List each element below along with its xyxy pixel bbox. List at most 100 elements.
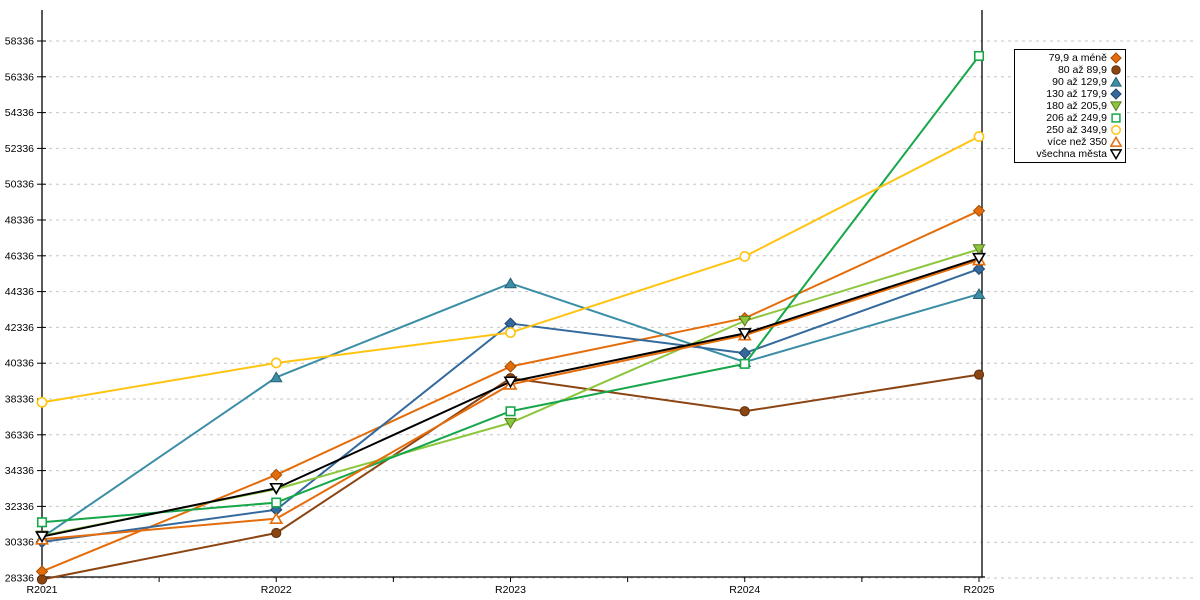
data-point-marker (973, 131, 985, 142)
y-tick-label: 58336 (5, 36, 34, 48)
data-point-marker (972, 262, 986, 276)
legend-item-3: 130 až 179,9 (1017, 88, 1122, 100)
data-point-marker (973, 50, 985, 62)
circle-icon (1111, 125, 1121, 135)
data-point-marker (1110, 136, 1122, 147)
data-point-marker (505, 406, 516, 417)
y-tick-label: 46336 (5, 250, 34, 262)
y-tick-label: 48336 (5, 215, 34, 227)
legend-item-5: 206 až 249,9 (1017, 112, 1122, 124)
series-line-1 (41, 373, 980, 581)
diamond-icon (1110, 88, 1122, 100)
data-point-marker (739, 406, 750, 417)
legend-label: 206 až 249,9 (1046, 112, 1107, 124)
legend-label: 130 až 179,9 (1046, 88, 1107, 100)
x-tick-label: R2021 (27, 584, 58, 596)
y-tick-label: 56336 (5, 71, 34, 83)
data-point-marker (1110, 52, 1122, 64)
x-tick-label: R2024 (729, 584, 760, 596)
y-tick-label: 36336 (5, 429, 34, 441)
data-point-marker (36, 396, 48, 408)
data-point-marker (504, 277, 517, 289)
square-icon (1111, 113, 1121, 123)
y-tick-label: 44336 (5, 286, 34, 298)
data-point-marker (971, 252, 987, 265)
y-tick-label: 52336 (5, 143, 34, 155)
data-point-marker (739, 358, 750, 369)
x-tick-label: R2023 (495, 584, 526, 596)
y-tick-label: 30336 (5, 537, 34, 549)
series-markers-3 (35, 262, 986, 549)
data-point-marker (36, 517, 48, 528)
legend-label: více než 350 (1047, 136, 1107, 148)
y-tick-label: 34336 (5, 465, 34, 477)
data-point-marker (34, 531, 50, 544)
data-point-marker (505, 327, 516, 338)
data-point-marker (1111, 65, 1121, 75)
triangle-down-icon (1110, 101, 1122, 112)
legend-item-4: 180 až 205,9 (1017, 100, 1122, 112)
gridlines (42, 40, 1193, 579)
y-tick-label: 28336 (5, 573, 34, 585)
data-point-marker (972, 204, 986, 218)
series-markers (34, 50, 987, 585)
legend-item-8: všechna města (1017, 148, 1122, 160)
data-point-marker (36, 574, 48, 585)
diamond-icon (1110, 52, 1122, 64)
data-point-marker (738, 346, 751, 360)
data-point-marker (271, 527, 282, 539)
data-point-marker (1111, 125, 1121, 135)
legend-item-6: 250 až 349,9 (1017, 124, 1122, 136)
legend-item-1: 80 až 89,9 (1017, 64, 1122, 76)
y-tick-label: 38336 (5, 394, 34, 406)
data-point-marker (972, 288, 986, 300)
data-point-marker (739, 251, 751, 262)
series-markers-4 (35, 244, 986, 542)
series-line-5 (41, 55, 980, 524)
triangle-up-icon (1110, 76, 1122, 87)
axis-labels: 28336 30336 32336 34336 36336 38336 40336 42336… (5, 36, 995, 597)
x-tick-label: R2022 (261, 584, 292, 596)
y-tick-label: 32336 (5, 501, 34, 513)
series-markers-5 (36, 50, 985, 528)
legend: 79,9 a méně 80 až 89,9 90 až 129,9 130 až 1… (1014, 49, 1126, 163)
data-point-marker (738, 315, 752, 327)
data-point-marker (973, 369, 985, 380)
legend-item-2: 90 až 129,9 (1017, 76, 1122, 88)
axis-ticks (37, 40, 980, 582)
series-line-7 (41, 259, 980, 541)
series-line-0 (41, 209, 980, 573)
data-point-marker (269, 482, 284, 495)
legend-label: všechna města (1036, 148, 1107, 160)
legend-label: 79,9 a méně (1048, 52, 1107, 64)
triangle-down-icon (1110, 149, 1122, 160)
data-point-marker (503, 376, 518, 389)
y-tick-label: 42336 (5, 322, 34, 334)
series-line-3 (41, 268, 980, 543)
data-point-marker (269, 371, 283, 383)
legend-label: 180 až 205,9 (1046, 100, 1107, 112)
legend-item-0: 79,9 a méně (1017, 52, 1122, 64)
x-tick-label: R2025 (964, 584, 995, 596)
data-point-marker (737, 328, 752, 340)
data-point-marker (504, 360, 517, 373)
circle-icon (1111, 65, 1121, 75)
data-point-marker (271, 497, 282, 508)
y-tick-label: 40336 (5, 358, 34, 370)
data-point-marker (1110, 149, 1122, 160)
data-point-marker (270, 357, 282, 369)
legend-label: 250 až 349,9 (1046, 124, 1107, 136)
legend-label: 90 až 129,9 (1052, 76, 1107, 88)
data-point-marker (270, 468, 283, 482)
data-point-marker (1110, 76, 1122, 87)
series-markers-8 (34, 252, 987, 544)
data-point-marker (972, 244, 986, 256)
data-point-marker (1110, 101, 1122, 112)
series-line-4 (41, 248, 980, 537)
y-tick-label: 54336 (5, 107, 34, 119)
y-tick-label: 50336 (5, 179, 34, 191)
data-point-marker (269, 512, 284, 524)
legend-item-7: více než 350 (1017, 136, 1122, 148)
